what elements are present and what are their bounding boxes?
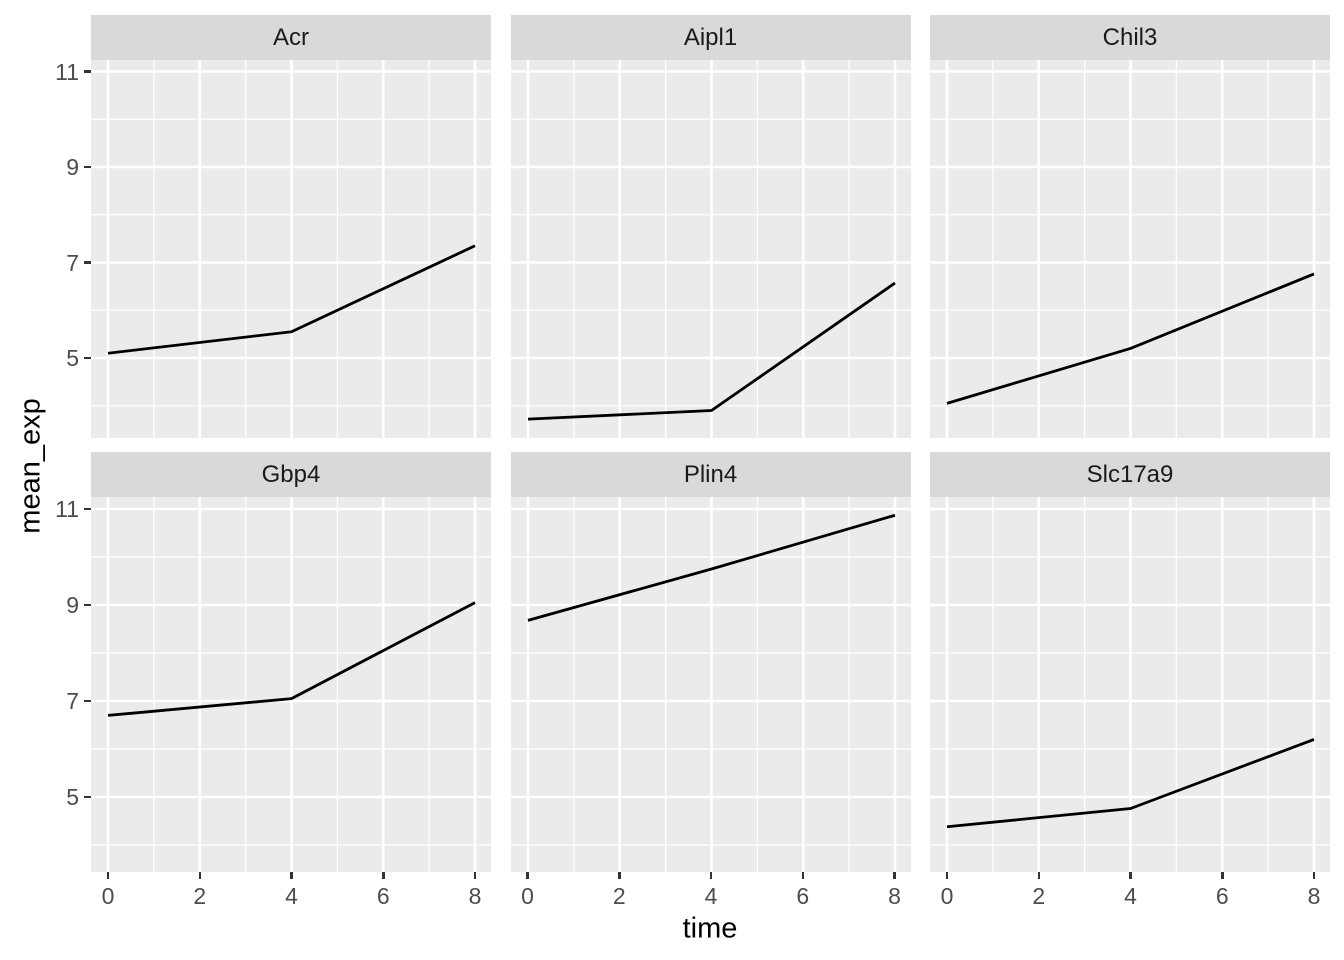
y-axis-tick-label: 9 (66, 592, 79, 618)
y-axis-tick (84, 165, 91, 169)
x-axis-tick-label: 8 (468, 883, 482, 909)
y-axis-tick (84, 70, 91, 73)
facet-plin4: Plin4 (510, 452, 911, 872)
x-axis-tick (382, 872, 385, 879)
x-axis-tick (526, 872, 529, 879)
x-axis-tick-label: 4 (704, 883, 718, 909)
facet-slc17a9: Slc17a9 (930, 452, 1330, 872)
x-axis-tick-label: 8 (888, 883, 901, 909)
x-axis-tick-label: 8 (1307, 883, 1321, 909)
x-axis-tick-label: 2 (612, 883, 626, 909)
x-axis-tick (618, 872, 621, 879)
y-axis-tick (84, 356, 91, 360)
x-axis-tick (1221, 872, 1224, 879)
y-axis-tick-label: 5 (66, 784, 79, 810)
x-axis-tick (709, 872, 713, 879)
facet-gbp4: Gbp4 (91, 452, 491, 872)
x-axis-tick (106, 872, 110, 879)
x-axis-tick (801, 872, 804, 879)
x-axis-tick-label: 6 (796, 883, 810, 909)
x-axis-tick (1312, 872, 1316, 879)
facet-panel (510, 60, 911, 438)
x-axis-tick (893, 872, 896, 879)
x-axis-tick-label: 6 (1215, 883, 1229, 909)
y-axis-tick (84, 507, 91, 511)
facet-strip-label: Chil3 (1102, 24, 1158, 51)
series-line-gbp4 (107, 601, 476, 717)
facet-panel (510, 497, 911, 872)
x-axis-title: time (682, 912, 738, 945)
y-axis-tick (84, 795, 91, 799)
series-line-plin4 (527, 513, 895, 622)
series-line-slc17a9 (946, 738, 1315, 829)
x-axis-tick (290, 872, 293, 879)
x-axis-tick-label: 0 (521, 883, 534, 909)
y-axis-tick-label: 7 (66, 688, 79, 714)
series-line-acr (107, 244, 476, 355)
facet-strip-label: Plin4 (683, 461, 738, 488)
facet-panel (91, 60, 491, 438)
facet-strip: Plin4 (510, 452, 911, 497)
facet-strip-label: Aipl1 (683, 24, 738, 51)
x-axis-tick-label: 6 (376, 883, 390, 909)
x-axis-tick (945, 872, 949, 879)
y-axis-tick-label: 9 (66, 154, 79, 180)
facet-panel (930, 497, 1330, 872)
facet-strip-label: Acr (273, 24, 309, 51)
y-axis-tick-label: 11 (55, 58, 79, 85)
x-axis-tick-label: 4 (1124, 883, 1137, 909)
facet-chil3: Chil3 (930, 15, 1330, 438)
y-axis-tick-label: 7 (66, 249, 79, 276)
facet-strip: Chil3 (930, 15, 1330, 60)
x-axis-tick (198, 872, 201, 879)
x-axis-tick-label: 2 (193, 883, 207, 909)
facet-strip: Gbp4 (91, 452, 491, 497)
x-axis-tick-label: 2 (1032, 883, 1046, 909)
y-axis-tick-label: 11 (55, 496, 79, 522)
x-axis-tick-label: 0 (940, 883, 954, 909)
x-axis-tick (1129, 872, 1132, 879)
facet-panel (930, 60, 1330, 438)
y-axis-tick (84, 603, 91, 607)
facet-panel (91, 497, 491, 872)
y-axis-tick-label: 5 (66, 345, 79, 371)
x-axis-tick-label: 0 (101, 883, 115, 909)
facet-strip-label: Gbp4 (261, 461, 321, 488)
facet-acr: Acr (91, 15, 491, 438)
x-axis-tick-label: 4 (285, 883, 298, 909)
series-line-aipl1 (527, 281, 896, 421)
series-line-chil3 (946, 272, 1315, 405)
y-axis-tick (84, 261, 91, 264)
y-axis-tick (84, 699, 91, 703)
facet-strip: Acr (91, 15, 491, 60)
facet-aipl1: Aipl1 (510, 15, 911, 438)
facet-strip: Aipl1 (510, 15, 911, 60)
facet-strip: Slc17a9 (930, 452, 1330, 497)
x-axis-tick (473, 872, 477, 879)
facet-strip-label: Slc17a9 (1086, 461, 1174, 488)
x-axis-tick (1037, 872, 1040, 879)
